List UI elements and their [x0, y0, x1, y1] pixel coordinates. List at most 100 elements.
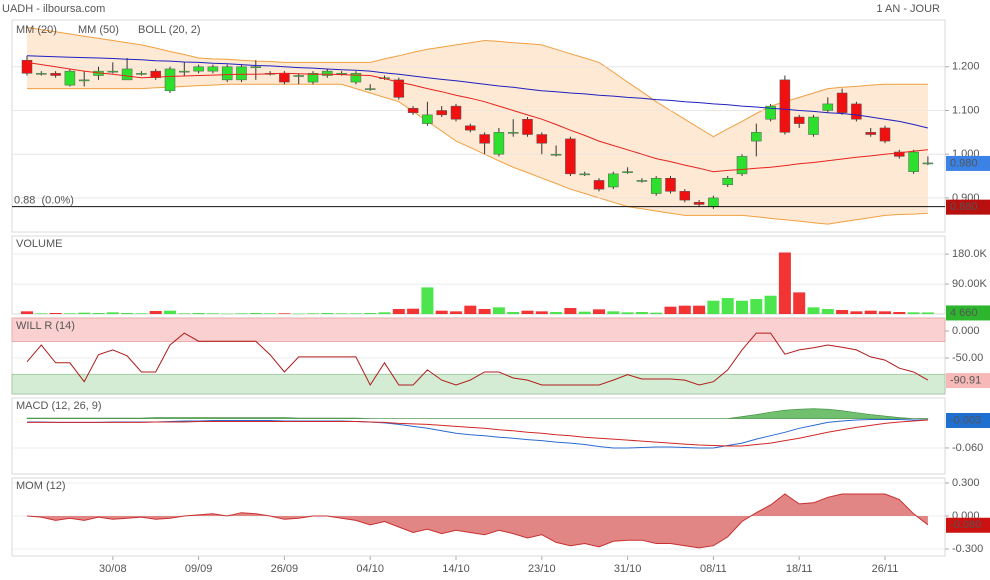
candle-body	[608, 173, 619, 188]
x-tick-label: 09/09	[185, 563, 213, 575]
candle-body	[78, 79, 90, 82]
candle-body	[136, 73, 147, 75]
volume-bar	[664, 306, 677, 314]
candle-body	[50, 73, 61, 76]
volume-bar	[564, 308, 577, 314]
candle-body	[822, 103, 834, 111]
candle-body	[407, 108, 419, 113]
volume-bar	[921, 312, 934, 314]
x-tick-label: 26/11	[872, 563, 899, 575]
volume-bar	[721, 298, 734, 314]
x-tick-label: 26/09	[271, 563, 299, 575]
candle-body	[36, 73, 47, 75]
macd-line	[27, 419, 928, 447]
y-tick-label: 0.000	[952, 325, 980, 337]
volume-bar	[535, 311, 548, 314]
candle-body	[207, 66, 219, 72]
candle-body	[250, 66, 262, 69]
candle-body	[636, 180, 648, 182]
volume-bar	[693, 305, 706, 314]
candle-body	[307, 73, 319, 83]
reference-label: 0.88 (0.0%)	[14, 195, 74, 207]
panel-title: MOM (12)	[16, 480, 66, 492]
volume-bar	[450, 311, 462, 314]
candle-body	[436, 110, 447, 116]
volume-bar	[821, 309, 834, 314]
volume-bar	[164, 310, 176, 314]
candle-body	[279, 73, 290, 83]
volume-bar	[521, 310, 534, 314]
moving-average	[26, 61, 928, 173]
candle-body	[221, 66, 233, 81]
reference-box-label: 0.880	[950, 201, 978, 213]
candle-body	[836, 92, 848, 113]
indicator-line	[26, 332, 929, 387]
y-tick-label: 180.0K	[952, 248, 988, 260]
volume-bar	[864, 310, 877, 314]
volume-bar	[778, 252, 791, 314]
page-title: UADH - ilboursa.com	[2, 3, 105, 15]
volume-bar	[92, 313, 105, 314]
y-tick-label: 1.100	[952, 104, 980, 116]
panel-frame	[11, 19, 946, 233]
panel-title: VOLUME	[16, 238, 62, 250]
volume-bar	[807, 307, 820, 314]
candle-body	[450, 105, 462, 120]
x-tick-label: 04/10	[356, 563, 384, 575]
candle-body	[21, 59, 33, 74]
x-tick-label: 14/10	[442, 563, 470, 575]
volume-bar	[550, 312, 563, 314]
candle-body	[565, 138, 576, 175]
candle-body	[364, 88, 376, 90]
candle-body	[665, 177, 676, 192]
volume-bar	[678, 305, 691, 314]
candle-body	[536, 134, 548, 144]
reference-box	[946, 199, 990, 215]
candle-body	[121, 68, 133, 81]
overbought-zone	[11, 317, 946, 343]
volume-bar	[836, 310, 849, 314]
candle-body	[593, 180, 605, 190]
y-tick-label: 1.200	[952, 61, 980, 73]
volume-bar	[121, 313, 134, 314]
legend-entry: BOLL (20, 2)	[138, 24, 201, 36]
last-value-box	[946, 305, 990, 321]
candle-body	[808, 116, 819, 135]
last-value-label: -0.080	[950, 519, 981, 531]
x-tick-label: 31/10	[614, 563, 642, 575]
volume-bar	[750, 299, 763, 314]
last-value-label: -90.91	[950, 374, 981, 386]
panel-frame	[11, 477, 946, 557]
candle-body	[193, 66, 204, 72]
volume-bar	[435, 310, 448, 314]
momentum-area	[27, 493, 928, 548]
candle-body	[522, 118, 533, 135]
oversold-zone	[11, 373, 946, 395]
candle-body	[865, 132, 876, 135]
volume-bar	[264, 313, 277, 314]
last-value-box	[946, 517, 990, 533]
candle-body	[507, 132, 519, 134]
y-tick-label: -0.300	[952, 543, 983, 555]
panel-title: MACD (12, 26, 9)	[16, 400, 102, 412]
candle-body	[350, 73, 362, 83]
candle-body	[479, 134, 490, 144]
last-value-label: 0.980	[950, 157, 978, 169]
candle-body	[293, 75, 304, 77]
candle-body	[679, 191, 691, 201]
volume-bar	[364, 313, 377, 314]
candle-body	[622, 171, 633, 173]
volume-bar	[321, 313, 334, 314]
candle-body	[793, 116, 805, 124]
volume-bar	[349, 313, 362, 314]
volume-bar	[21, 311, 33, 314]
last-value-box	[946, 155, 990, 171]
candle-body	[736, 156, 748, 175]
candle-body	[493, 132, 505, 155]
candle-body	[650, 177, 662, 194]
volume-bar	[106, 312, 119, 314]
volume-bar	[192, 313, 205, 314]
candle-body	[879, 127, 891, 142]
x-tick-label: 30/08	[99, 563, 127, 575]
